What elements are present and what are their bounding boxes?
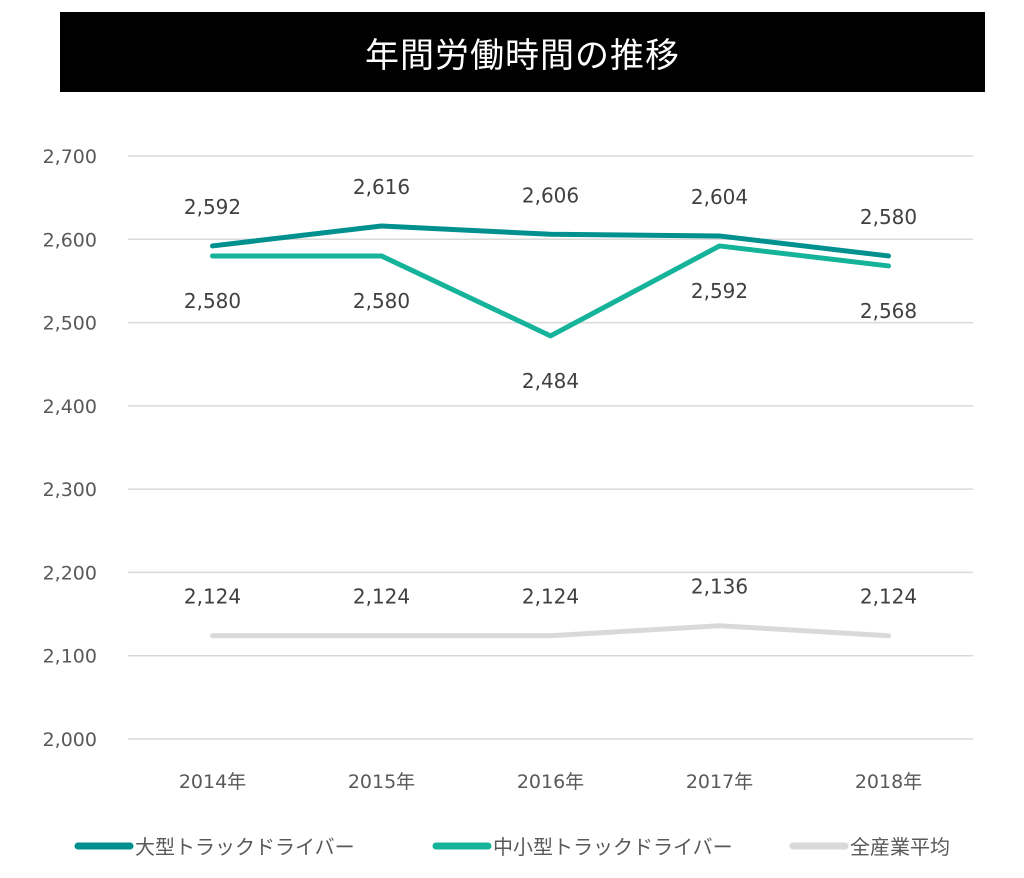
x-tick-label: 2016年 [517, 771, 584, 793]
y-tick-label: 2,400 [43, 396, 97, 418]
series-line-2 [210, 623, 891, 639]
x-tick-label: 2015年 [348, 771, 415, 793]
data-label: 2,580 [184, 289, 241, 313]
data-label: 2,616 [353, 175, 410, 199]
data-label: 2,124 [184, 585, 241, 609]
x-tick-label: 2018年 [855, 771, 922, 793]
data-label: 2,592 [691, 279, 748, 303]
x-tick-label: 2014年 [179, 771, 246, 793]
legend-label: 全産業平均 [850, 835, 950, 859]
data-label: 2,580 [860, 205, 917, 229]
data-label: 2,124 [860, 585, 917, 609]
data-label: 2,592 [184, 195, 241, 219]
chart-title: 年間労働時間の推移 [60, 12, 985, 92]
data-label: 2,484 [522, 369, 579, 393]
data-label: 2,124 [353, 585, 410, 609]
y-tick-label: 2,300 [43, 479, 97, 501]
data-label: 2,568 [860, 299, 917, 323]
y-tick-label: 2,600 [43, 229, 97, 251]
y-tick-label: 2,700 [43, 146, 97, 168]
y-tick-label: 2,000 [43, 729, 97, 751]
data-label: 2,136 [691, 575, 748, 599]
y-tick-label: 2,100 [43, 646, 97, 668]
data-label: 2,604 [691, 185, 748, 209]
data-label: 2,606 [522, 183, 579, 207]
y-tick-label: 2,500 [43, 313, 97, 335]
legend-label: 中小型トラックドライバー [493, 835, 733, 859]
x-tick-label: 2017年 [686, 771, 753, 793]
data-label: 2,580 [353, 289, 410, 313]
legend-label: 大型トラックドライバー [135, 835, 355, 859]
data-label: 2,124 [522, 585, 579, 609]
y-tick-label: 2,200 [43, 562, 97, 584]
